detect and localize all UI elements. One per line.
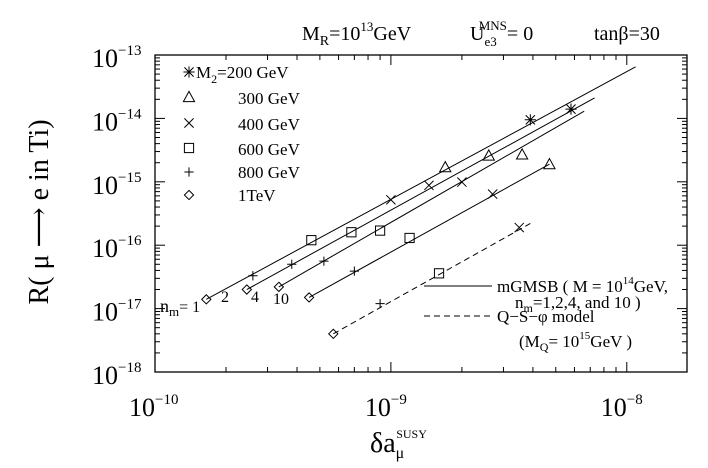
header-mr: MR=1013GeV [302,19,412,49]
marker-square [346,227,357,238]
legend-label-600: 600 GeV [238,140,301,159]
legend-mgmsb-line2: nm=1,2,4, and 10 ) [515,293,641,315]
line-legend: mGMSB ( M = 1014GeV, nm=1,2,4, and 10 ) … [424,275,668,354]
marker-triangle [542,157,556,170]
x-tick-label: 10−9 [365,392,407,422]
data-markers [200,103,577,340]
legend-marker-asterisk [183,66,195,78]
header-umns: Ue3MNS= 0 [470,18,533,49]
legend-marker-plus [184,167,194,177]
legend-qsphi-line2: (MQ= 1015GeV ) [519,330,632,354]
legend-label-300: 300 GeV [238,89,301,108]
y-tick-label: 10−16 [92,233,142,263]
line-labels: nm= 1 2 4 10 [160,289,289,319]
marker-diamond [241,284,253,295]
y-tick-label: 10−14 [92,106,142,136]
mgmsb-line-nm2 [246,97,595,290]
mgmsb-line-nm4 [278,110,585,288]
legend-label-400: 400 GeV [238,115,301,134]
marker-plus [349,266,359,276]
marker-legend-labels: M2=200 GeV 300 GeV 400 GeV 600 GeV 800 G… [196,63,301,205]
marker-x [385,194,396,205]
mgmsb-line-nm1 [206,66,636,300]
x-tick-label: 10−8 [601,392,643,422]
marker-square [404,232,415,244]
marker-plus [375,298,385,309]
y-axis-label: R( μ ⟶ e in Ti) [24,119,55,304]
model-lines [206,66,636,335]
marker-triangle [438,160,452,173]
marker-x [456,177,467,188]
legend-qsphi-line1: Q−S−φ model [497,307,595,326]
legend-mgmsb-line1: mGMSB ( M = 1014GeV, [497,275,668,296]
marker-square [374,225,386,236]
plot-frame [154,54,688,373]
marker-plus [287,259,297,269]
marker-x [424,180,434,191]
marker-plus [248,271,258,281]
legend-label-200: M2=200 GeV [196,63,289,86]
chart-header: MR=1013GeV Ue3MNS= 0 tanβ=30 [302,18,660,49]
y-tick-label: 10−15 [92,170,141,200]
marker-square [306,235,317,246]
marker-triangle [482,148,496,161]
marker-x [514,222,525,233]
marker-diamond [303,292,315,303]
legend-label-1tev: 1TeV [238,186,276,205]
marker-asterisk [524,114,536,126]
mgmsb-line-nm10 [308,163,550,298]
marker-asterisk [565,103,577,115]
qsphi-line [333,223,531,335]
legend-marker-square [183,142,195,154]
x-tick-label: 10−10 [129,392,178,422]
marker-square [433,268,445,279]
line-label-nm4: 4 [251,289,259,306]
marker-x [487,189,498,200]
legend-marker-triangle [182,90,196,103]
tick-labels: 10−10 10−9 10−8 10−13 10−14 10−15 10−16 10−17 10… [92,43,643,422]
marker-diamond [273,281,285,293]
x-axis-label: δaμSUSY [370,427,427,462]
line-label-nm2: 2 [221,289,229,306]
header-tanbeta: tanβ=30 [594,23,660,45]
marker-triangle [515,147,529,160]
legend-marker-diamond [183,189,195,201]
line-label-nm10: 10 [273,291,289,308]
axis-ticks [154,54,687,373]
legend-label-800: 800 GeV [238,163,301,182]
line-label-nm1: nm= 1 [160,296,200,319]
y-tick-label: 10−17 [92,297,142,327]
marker-diamond [200,294,212,305]
marker-plus [319,256,329,266]
marker-diamond [327,328,339,340]
y-tick-label: 10−18 [92,360,141,390]
legend-marker-x [184,118,194,128]
y-tick-label: 10−13 [92,43,141,73]
marker-legend [182,66,196,201]
